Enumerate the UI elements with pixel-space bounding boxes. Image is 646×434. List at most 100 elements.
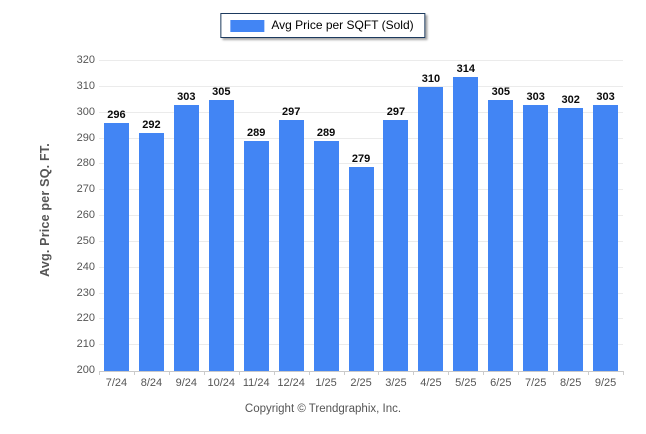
x-axis-tick bbox=[99, 371, 100, 375]
bar-slot-1/25: 289 1/25 bbox=[309, 61, 344, 389]
bar-value-label: 310 bbox=[421, 72, 441, 85]
bar-9/25 bbox=[593, 104, 619, 371]
x-tick-label-2/25: 2/25 bbox=[350, 377, 372, 389]
bar-slot-7/25: 303 7/25 bbox=[518, 61, 553, 389]
bar-value-label: 303 bbox=[526, 90, 545, 103]
x-axis-tick bbox=[343, 371, 345, 375]
x-axis-tick bbox=[133, 371, 135, 375]
bar-slot-10/24: 305 10/24 bbox=[204, 61, 239, 389]
legend-label: Avg Price per SQFT (Sold) bbox=[271, 18, 414, 32]
x-axis-tick bbox=[623, 371, 624, 375]
x-tick-label-8/25: 8/25 bbox=[559, 377, 582, 389]
bar-value-label: 303 bbox=[177, 90, 196, 103]
bar-slot-9/24: 303 9/24 bbox=[169, 61, 204, 389]
bar-value-label: 289 bbox=[247, 127, 266, 140]
bar-value-label: 305 bbox=[491, 85, 510, 98]
bar-8/24 bbox=[138, 133, 164, 371]
bar-value-label: 297 bbox=[386, 106, 406, 119]
bar-slot-12/24: 297 12/24 bbox=[274, 61, 309, 389]
x-axis-tick bbox=[378, 371, 380, 375]
bar-3/25 bbox=[383, 120, 409, 371]
x-axis-tick bbox=[413, 371, 415, 375]
bar-8/25 bbox=[558, 107, 584, 371]
x-axis-tick bbox=[448, 371, 450, 375]
x-axis-tick bbox=[518, 371, 520, 375]
legend-swatch-icon bbox=[230, 19, 265, 32]
x-tick-label-7/24: 7/24 bbox=[105, 377, 128, 389]
bar-6/25 bbox=[488, 99, 514, 371]
y-tick-label-290: 290 bbox=[76, 131, 95, 144]
y-tick-label-260: 260 bbox=[76, 209, 95, 221]
bar-slot-4/25: 310 4/25 bbox=[413, 61, 448, 389]
bar-7/24 bbox=[103, 123, 129, 371]
x-tick-label-1/25: 1/25 bbox=[315, 377, 337, 389]
x-axis-tick bbox=[273, 371, 275, 375]
bar-slot-2/25: 279 2/25 bbox=[344, 61, 379, 389]
y-axis-title: Avg. Price per SQ. FT. bbox=[38, 143, 52, 277]
x-axis-tick bbox=[168, 371, 170, 375]
y-tick-label-200: 200 bbox=[76, 364, 95, 376]
gridline-320 bbox=[99, 60, 623, 61]
x-axis-tick bbox=[238, 371, 240, 375]
x-axis-tick bbox=[553, 371, 555, 375]
y-tick-label-270: 270 bbox=[76, 183, 95, 196]
y-tick-label-230: 230 bbox=[76, 286, 95, 299]
x-tick-label-7/25: 7/25 bbox=[525, 377, 547, 389]
x-tick-label-9/24: 9/24 bbox=[175, 377, 198, 389]
y-tick-label-280: 280 bbox=[76, 157, 95, 170]
bar-value-label: 279 bbox=[351, 152, 371, 165]
gridline-300 bbox=[99, 111, 623, 113]
bar-1/25 bbox=[313, 141, 339, 371]
x-axis-tick bbox=[308, 371, 310, 375]
plot-area: 296 7/24 292 8/24 303 9/24 305 10/24 289 11/24 297… bbox=[99, 60, 624, 389]
bar-value-label: 289 bbox=[316, 127, 336, 140]
bar-9/24 bbox=[173, 104, 199, 371]
bar-slot-7/24: 296 7/24 bbox=[99, 61, 134, 389]
bar-value-label: 314 bbox=[456, 62, 476, 75]
bar-11/24 bbox=[243, 141, 269, 371]
bar-2/25 bbox=[348, 166, 374, 371]
bar-value-label: 302 bbox=[561, 93, 580, 106]
x-tick-label-12/24: 12/24 bbox=[277, 377, 305, 389]
bar-10/24 bbox=[208, 99, 234, 371]
gridline-290 bbox=[99, 137, 623, 139]
y-tick-label-210: 210 bbox=[76, 338, 95, 351]
bar-slot-3/25: 297 3/25 bbox=[379, 61, 414, 389]
bar-12/24 bbox=[278, 120, 304, 371]
y-tick-label-250: 250 bbox=[76, 234, 95, 247]
bar-value-label: 297 bbox=[281, 106, 301, 119]
bar-5/25 bbox=[453, 76, 479, 371]
x-tick-label-5/25: 5/25 bbox=[455, 377, 477, 389]
bar-value-label: 305 bbox=[212, 85, 231, 98]
bar-value-label: 296 bbox=[107, 109, 126, 121]
legend: Avg Price per SQFT (Sold) bbox=[220, 13, 426, 38]
y-tick-label-320: 320 bbox=[76, 54, 95, 66]
y-tick-label-220: 220 bbox=[76, 312, 95, 325]
x-axis-tick bbox=[588, 371, 590, 375]
bar-value-label: 292 bbox=[142, 119, 161, 132]
x-tick-label-6/25: 6/25 bbox=[490, 377, 512, 389]
x-tick-label-4/25: 4/25 bbox=[420, 377, 442, 389]
copyright: Copyright © Trendgraphix, Inc. bbox=[244, 403, 402, 415]
bars-layer: 296 7/24 292 8/24 303 9/24 305 10/24 289 11/24 297… bbox=[99, 61, 623, 389]
x-axis-tick bbox=[203, 371, 205, 375]
bar-slot-6/25: 305 6/25 bbox=[483, 61, 518, 389]
bar-7/25 bbox=[523, 104, 549, 371]
bar-value-label: 303 bbox=[596, 90, 615, 103]
bar-slot-5/25: 314 5/25 bbox=[448, 61, 483, 389]
y-axis-tick-labels: 200 210 220 230 240 250 260 270 280 290 300 310 320 bbox=[58, 55, 95, 376]
bar-slot-11/24: 289 11/24 bbox=[239, 61, 274, 389]
x-tick-label-11/24: 11/24 bbox=[242, 377, 270, 389]
x-tick-label-10/24: 10/24 bbox=[207, 377, 236, 389]
gridline-280 bbox=[99, 163, 623, 165]
y-tick-label-240: 240 bbox=[76, 260, 95, 273]
x-tick-label-9/25: 9/25 bbox=[594, 377, 617, 389]
bar-slot-8/25: 302 8/25 bbox=[553, 61, 588, 389]
y-tick-label-300: 300 bbox=[76, 105, 95, 118]
y-tick-label-310: 310 bbox=[76, 79, 95, 92]
bar-4/25 bbox=[418, 86, 444, 371]
x-tick-label-8/24: 8/24 bbox=[140, 377, 163, 389]
bar-slot-8/24: 292 8/24 bbox=[134, 61, 169, 389]
x-axis-tick bbox=[483, 371, 485, 375]
